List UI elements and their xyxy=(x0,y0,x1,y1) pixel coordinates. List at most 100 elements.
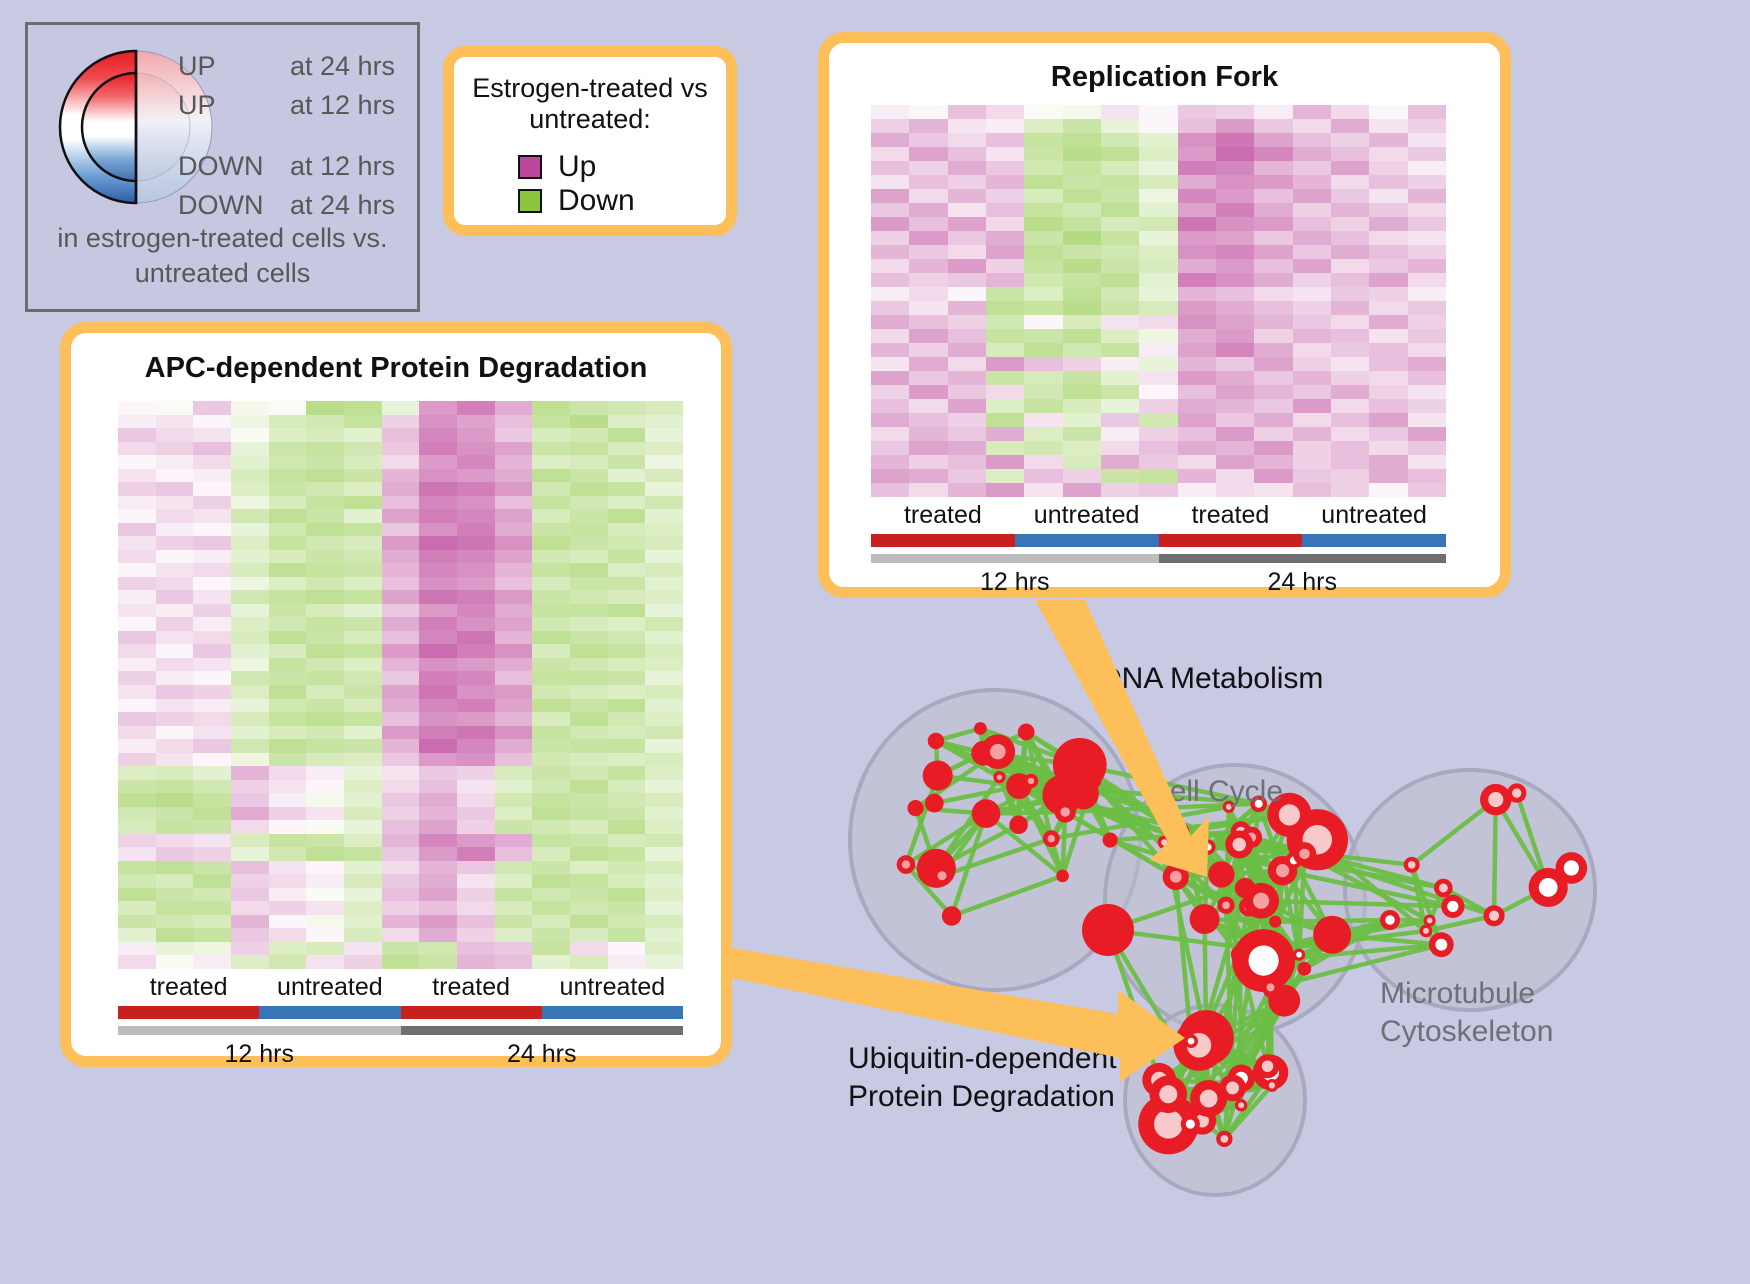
heatmap-cell xyxy=(156,644,194,658)
heatmap-cell xyxy=(419,577,457,591)
heatmap-cell xyxy=(156,428,194,442)
heatmap-cell xyxy=(645,442,683,456)
heatmap-cell xyxy=(231,942,269,956)
heatmap-cell xyxy=(306,766,344,780)
heatmap-cell xyxy=(231,536,269,550)
heatmap-cell xyxy=(1254,357,1292,371)
heatmap-cell xyxy=(495,442,533,456)
heatmap-cell xyxy=(419,563,457,577)
heatmap-cell xyxy=(1024,105,1062,119)
heatmap-cell xyxy=(570,644,608,658)
heatmap-cell xyxy=(1408,399,1446,413)
heatmap-cell xyxy=(156,942,194,956)
heatmap-cell xyxy=(457,928,495,942)
heatmap-cell xyxy=(457,847,495,861)
heatmap-cell xyxy=(156,617,194,631)
heatmap-cell xyxy=(645,739,683,753)
heatmap-cell xyxy=(344,590,382,604)
heatmap-cell xyxy=(1331,119,1369,133)
heatmap-cell xyxy=(1331,441,1369,455)
heatmap-cell xyxy=(570,928,608,942)
heatmap-cell xyxy=(645,658,683,672)
heatmap-cell xyxy=(645,942,683,956)
heatmap-cell xyxy=(118,766,156,780)
heatmap-cell xyxy=(986,147,1024,161)
heatmap-cell xyxy=(1178,469,1216,483)
heatmap-cell xyxy=(1408,231,1446,245)
heatmap-cell xyxy=(645,807,683,821)
heatmap-cell xyxy=(645,793,683,807)
heatmap-cell xyxy=(570,604,608,618)
heatmap-cell xyxy=(1063,189,1101,203)
heatmap-cell xyxy=(1254,231,1292,245)
heatmap-cell xyxy=(269,942,307,956)
heatmap-cell xyxy=(1369,105,1407,119)
heatmap-cell xyxy=(871,399,909,413)
heatmap-cell xyxy=(1178,343,1216,357)
axis-group-bar xyxy=(118,1006,683,1019)
heatmap-cell xyxy=(193,739,231,753)
heatmap-cell xyxy=(156,861,194,875)
heatmap-cell xyxy=(608,509,646,523)
network-node-core xyxy=(1262,1060,1274,1072)
heatmap-cell xyxy=(193,874,231,888)
heatmap-cell xyxy=(645,577,683,591)
heatmap-cell xyxy=(871,189,909,203)
heatmap-cell xyxy=(532,820,570,834)
heatmap-cell xyxy=(156,901,194,915)
axis-time-labels: 12 hrs 24 hrs xyxy=(118,1040,683,1069)
axis-group-labels: treated untreated treated untreated xyxy=(871,501,1446,530)
heatmap-cell xyxy=(909,315,947,329)
heatmap-cell xyxy=(118,442,156,456)
heatmap-cell xyxy=(495,590,533,604)
heatmap-cell xyxy=(608,820,646,834)
heatmap-cell xyxy=(457,955,495,969)
axis-group-label: untreated xyxy=(542,973,683,1002)
network-node-core xyxy=(990,744,1006,760)
legend-swatch-down xyxy=(518,189,542,213)
heatmap-cell xyxy=(231,915,269,929)
heatmap-cell xyxy=(1178,441,1216,455)
heatmap-cell xyxy=(1178,175,1216,189)
heatmap-cell xyxy=(382,699,420,713)
heatmap-cell xyxy=(1178,189,1216,203)
network-node-core xyxy=(1488,792,1503,807)
heatmap-cell xyxy=(1216,469,1254,483)
heatmap-cell xyxy=(457,631,495,645)
heatmap-cell xyxy=(1178,147,1216,161)
heatmap-cell xyxy=(570,820,608,834)
heatmap-cell xyxy=(1293,357,1331,371)
network-node-core xyxy=(1296,952,1302,958)
heatmap-cell xyxy=(871,259,909,273)
axis-time-labels: 12 hrs 24 hrs xyxy=(871,568,1446,597)
heatmap-cell xyxy=(269,780,307,794)
heatmap-cell xyxy=(570,428,608,442)
heatmap-cell xyxy=(269,766,307,780)
heatmap-cell xyxy=(1139,273,1177,287)
heatmap-cell xyxy=(532,658,570,672)
heatmap-cell xyxy=(306,780,344,794)
heatmap-cell xyxy=(156,888,194,902)
heatmap-cell xyxy=(382,536,420,550)
heatmap-cell xyxy=(118,753,156,767)
network-node-core xyxy=(1427,918,1433,924)
heatmap-cell xyxy=(156,563,194,577)
heatmap-legend-panel: Estrogen-treated vs untreated: Up Down xyxy=(443,46,737,236)
heatmap-cell xyxy=(1139,371,1177,385)
heatmap-cell xyxy=(608,590,646,604)
axis-bar-segment xyxy=(871,534,1015,547)
heatmap-cell xyxy=(231,834,269,848)
heatmap-cell xyxy=(118,469,156,483)
heatmap-cell xyxy=(382,469,420,483)
heatmap-cell xyxy=(306,428,344,442)
network-node xyxy=(1269,916,1281,928)
heatmap-cell xyxy=(645,820,683,834)
heatmap-cell xyxy=(269,685,307,699)
heatmap-cell xyxy=(118,955,156,969)
heatmap-cell xyxy=(269,658,307,672)
heatmap-cell xyxy=(306,496,344,510)
heatmap-cell xyxy=(1331,399,1369,413)
heatmap-cell xyxy=(570,563,608,577)
heatmap-cell xyxy=(306,915,344,929)
heatmap-cell xyxy=(1216,189,1254,203)
